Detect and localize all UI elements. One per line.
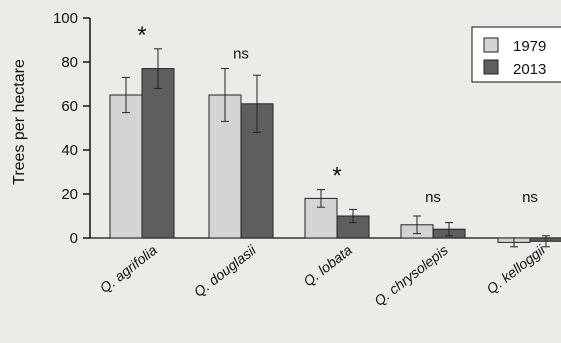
legend-label-2013: 2013	[513, 61, 546, 78]
significance-marker: *	[137, 22, 146, 49]
y-tick-label: 100	[53, 10, 78, 27]
legend-label-1979: 1979	[513, 38, 546, 55]
error-bars-layer	[122, 48, 550, 248]
category-label: Q. douglasii	[191, 241, 260, 300]
significance-marker: ns	[522, 189, 538, 206]
category-label: Q. lobata	[300, 242, 355, 290]
bar-1979-1	[109, 94, 143, 239]
category-label: Q. agrifolia	[97, 242, 160, 296]
legend: 1979 2013	[471, 26, 561, 83]
significance-marker: *	[332, 163, 341, 190]
category-labels: Q. agrifolia Q. douglasii Q. lobata Q. chry…	[97, 241, 549, 309]
y-tick-label: 80	[61, 54, 78, 71]
significance-marker: ns	[425, 189, 441, 206]
significance-marker: ns	[233, 46, 249, 63]
y-axis-label: Trees per hectare	[11, 59, 28, 185]
legend-swatch-2013	[483, 59, 499, 75]
legend-swatch-1979	[483, 37, 499, 53]
category-label: Q. chrysolepis	[371, 242, 451, 309]
bar-2013-2	[240, 103, 274, 239]
y-tick-label: 40	[61, 142, 78, 159]
y-tick-label: 0	[70, 230, 78, 247]
y-tick-label: 60	[61, 98, 78, 115]
bar-2013-1	[141, 68, 175, 239]
y-tick-label: 20	[61, 186, 78, 203]
bars-layer	[109, 68, 561, 243]
significance-layer: * ns * ns ns	[137, 22, 538, 206]
category-label: Q. kelloggii	[483, 241, 548, 297]
